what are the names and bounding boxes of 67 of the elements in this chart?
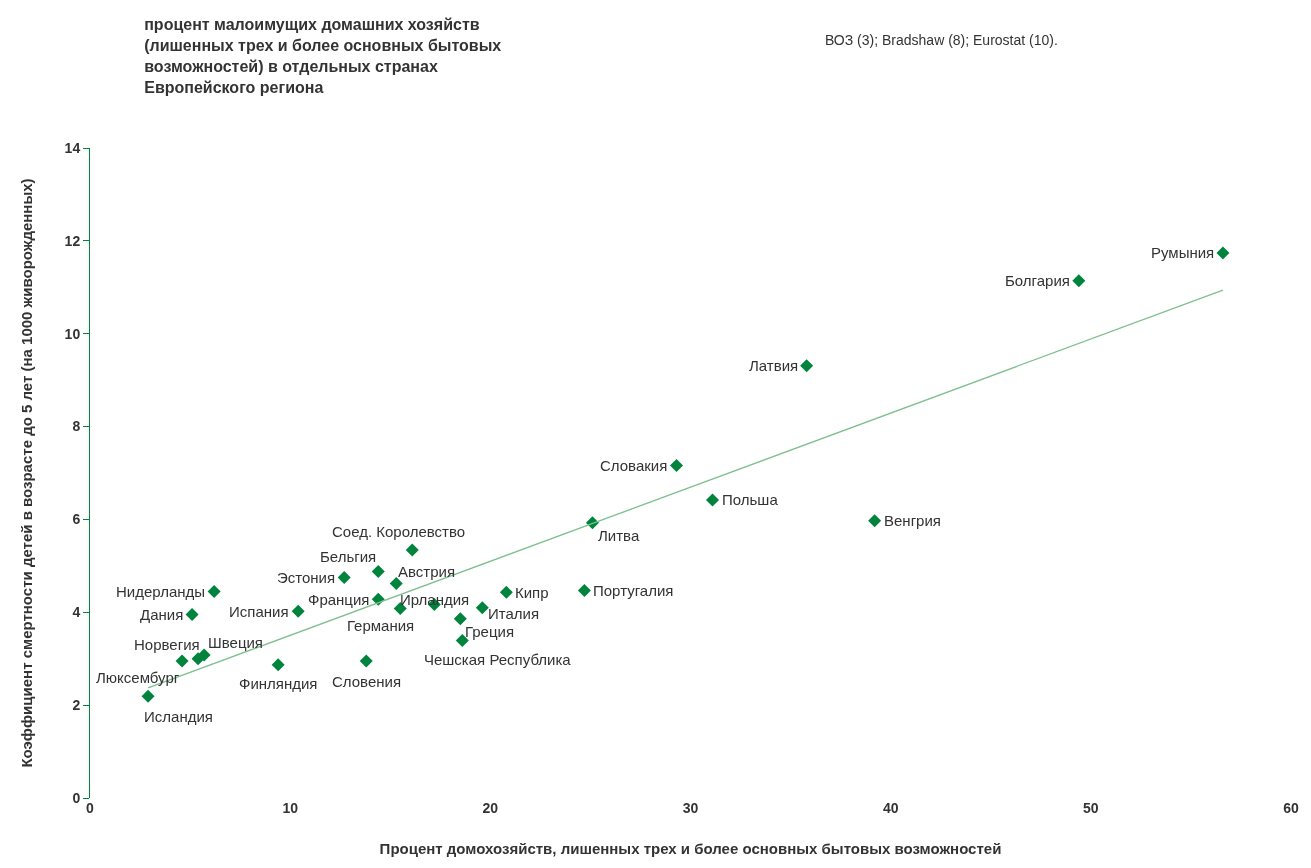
annotation: Германия xyxy=(347,617,415,634)
point xyxy=(669,459,683,473)
annotation: Бельгия xyxy=(320,548,377,565)
point xyxy=(1072,274,1086,288)
annotation: Латвия xyxy=(749,357,799,374)
annotation: Кипр xyxy=(515,584,549,601)
point xyxy=(405,543,419,557)
annotation: Болгария xyxy=(1005,272,1070,289)
x-tick-label: 30 xyxy=(682,800,699,816)
annotation: Соед. Королевство xyxy=(332,523,466,540)
annotation: Люксембург xyxy=(96,669,180,686)
y-tick-label: 12 xyxy=(64,232,81,249)
y-tick-label: 14 xyxy=(64,139,81,156)
point xyxy=(207,584,221,598)
annotation: Нидерланды xyxy=(116,583,206,600)
annotation: Греция xyxy=(465,623,515,640)
point xyxy=(197,648,211,662)
point xyxy=(453,612,467,626)
y-tick-label: 8 xyxy=(72,418,81,435)
annotation: Норвегия xyxy=(134,636,200,653)
point xyxy=(577,583,591,597)
point xyxy=(141,689,155,703)
x-tick-label: 50 xyxy=(1083,800,1099,816)
point xyxy=(499,585,513,599)
annotation: Румыния xyxy=(1151,244,1215,261)
point xyxy=(706,493,720,507)
annotation: Дания xyxy=(140,606,184,623)
point xyxy=(868,514,882,528)
annotation: Финляндия xyxy=(239,675,318,692)
x-axis-title: Процент домохозяйств, лишенных трех и более основных бытовых возможностей xyxy=(379,840,1002,857)
point xyxy=(359,654,373,668)
annotation: Португалия xyxy=(593,582,674,599)
annotation: Исландия xyxy=(144,708,213,725)
x-tick-label: 0 xyxy=(86,800,95,816)
point xyxy=(1216,246,1230,260)
x-tick-label: 40 xyxy=(882,800,899,816)
annotation: Швеция xyxy=(208,634,263,651)
annotation: Словакия xyxy=(600,457,668,474)
y-tick-label: 2 xyxy=(72,697,81,714)
point xyxy=(185,608,199,622)
x-tick-label: 20 xyxy=(482,800,499,816)
x-tick-label: 60 xyxy=(1283,800,1299,816)
y-tick-label: 6 xyxy=(72,511,81,528)
text: ВОЗ (3); Bradshaw (8); Eurostat (10). xyxy=(825,32,1058,48)
annotation: Чешская Республика xyxy=(424,651,572,668)
chart-title: процент малоимущих домашних хозяйств (лишенных трех и более основных бытовых возможностей) в отдельных странах Европейского региона xyxy=(144,16,502,96)
point xyxy=(371,564,385,578)
y-tick-label: 10 xyxy=(64,325,81,342)
point xyxy=(800,359,814,373)
y-tick-label: 4 xyxy=(72,604,81,621)
annotation: Италия xyxy=(488,605,540,622)
point xyxy=(271,658,285,672)
x-tick-label: 10 xyxy=(282,800,299,816)
point xyxy=(291,604,305,618)
point xyxy=(337,570,351,584)
y-axis-title: Коэффициент смертности детей в возрасте до 5 лет (на 1000 живорожденных) xyxy=(17,178,35,768)
point xyxy=(475,601,489,615)
annotation: Литва xyxy=(598,527,640,544)
annotation: Польша xyxy=(722,491,779,508)
annotation: Франция xyxy=(308,591,370,608)
annotation: Испания xyxy=(229,603,289,620)
annotation: Венгрия xyxy=(884,512,941,529)
annotation: Австрия xyxy=(398,563,456,580)
annotation: Эстония xyxy=(277,569,336,586)
point xyxy=(175,654,189,668)
annotation: Словения xyxy=(332,673,402,690)
annotation: Ирландия xyxy=(400,591,470,608)
